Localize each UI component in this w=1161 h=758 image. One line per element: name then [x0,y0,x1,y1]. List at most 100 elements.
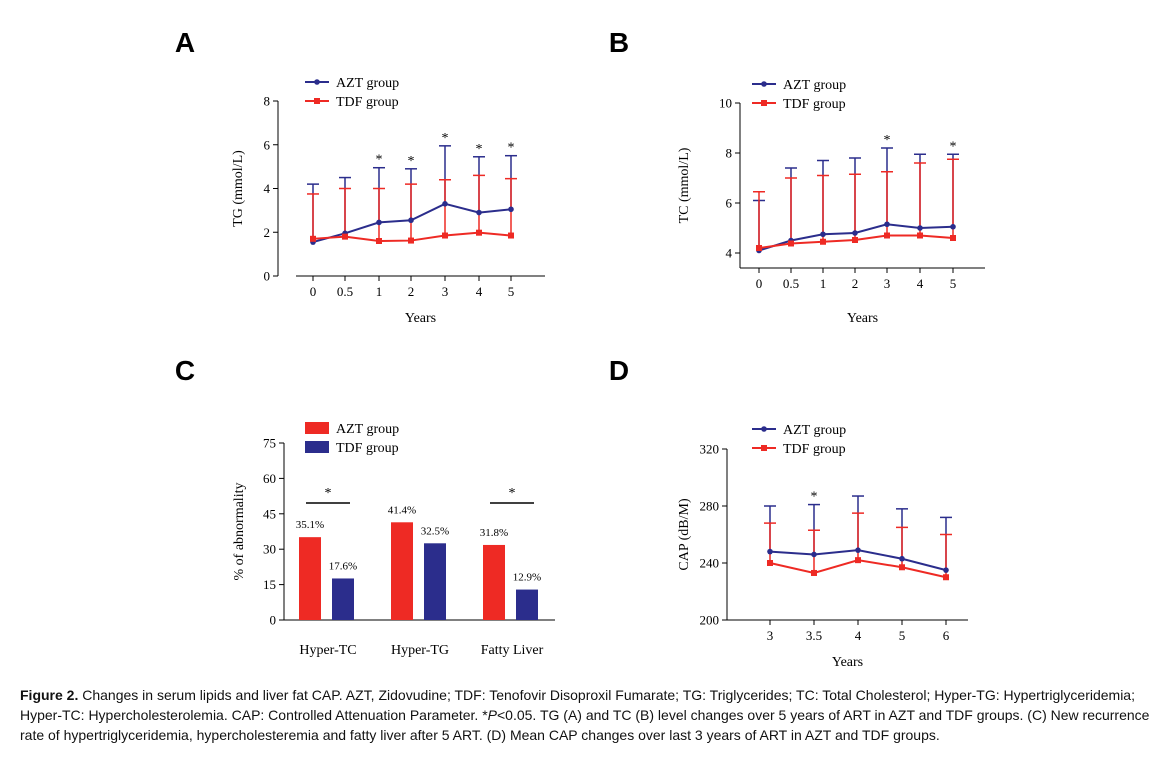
legend-marker-b-s1 [761,100,767,106]
significance-star-a: * [408,154,415,169]
x-tick-label-d: 3.5 [806,628,822,643]
y-tick-label-b: 10 [719,96,732,111]
y-tick-label-a: 6 [264,137,271,152]
legend-marker-a-s0 [314,79,320,85]
x-tick-label-a: 3 [442,284,449,299]
x-tick-label-b: 1 [820,276,827,291]
bar-c-s1 [516,589,538,620]
caption-text-2: <0.05. TG (A) and TC (B) level changes o… [20,707,1150,743]
x-tick-label-a: 1 [376,284,383,299]
data-point-b-s1 [820,238,826,245]
data-point-a-s1 [342,233,348,240]
bar-c-s0 [299,537,321,620]
y-tick-label-a: 8 [264,94,271,109]
legend-swatch-c-s1 [305,441,329,453]
data-point-a-s0 [408,217,414,224]
legend-label-d-s0: AZT group [783,423,846,438]
data-point-a-s1 [408,237,414,244]
data-point-d-s0 [943,567,949,573]
y-axis-title-a: TG (mmol/L) [231,150,246,227]
legend-label-a-s0: AZT group [336,76,399,91]
data-point-d-s1 [811,569,817,576]
y-tick-label-d: 320 [700,442,720,457]
x-tick-label-c: Fatty Liver [481,643,544,658]
bar-c-s0 [391,522,413,620]
legend-marker-d-s0 [761,426,767,432]
legend-swatch-c-s0 [305,422,329,434]
y-tick-label-a: 0 [264,269,271,284]
x-tick-label-b: 0.5 [783,276,799,291]
significance-star-b: * [950,139,957,154]
caption-label: Figure 2. [20,687,79,703]
data-point-a-s0 [476,209,482,216]
legend-label-c-s1: TDF group [336,441,399,456]
significance-star-c: * [325,486,332,501]
x-tick-label-d: 3 [767,628,774,643]
data-point-d-s1 [943,574,949,581]
x-tick-label-d: 5 [899,628,906,643]
x-tick-label-b: 5 [950,276,957,291]
data-point-b-s1 [788,240,794,247]
data-point-b-s1 [852,237,858,243]
x-tick-label-b: 4 [917,276,924,291]
data-point-a-s0 [376,219,382,226]
data-label-c-s0: 31.8% [480,527,508,539]
data-label-c-s0: 35.1% [296,519,324,531]
significance-star-a: * [476,142,483,157]
data-point-b-s0 [820,231,826,238]
data-point-a-s1 [310,235,316,242]
data-point-b-s1 [756,245,762,251]
data-label-c-s1: 17.6% [329,560,357,572]
data-point-a-s1 [508,232,514,239]
legend-marker-d-s1 [761,445,767,451]
x-tick-label-d: 6 [943,628,950,643]
panel-b: B 4 6 8 10 0 0.5 1 2 3 4 5 Years TC (mmol/L) * * AZT gro… [609,27,985,326]
legend-label-b-s0: AZT group [783,78,846,93]
y-tick-label-c: 15 [263,577,276,592]
caption-text-1: Changes in serum lipids and liver fat CA… [20,687,1135,723]
y-tick-label-b: 8 [726,146,733,161]
y-tick-label-c: 30 [263,542,276,557]
x-tick-label-b: 3 [884,276,891,291]
bar-c-s0 [483,544,505,620]
significance-star-b: * [884,133,891,148]
bar-c-s1 [424,543,446,620]
data-point-b-s0 [852,230,858,236]
significance-star-c: * [509,486,516,501]
y-axis-title-b: TC (mmol/L) [677,147,692,223]
panel-a: A 0 2 4 6 8 0 0.5 1 2 3 4 5 Years TG (mmol/L) * * * * * AZT … [175,27,545,326]
legend-label-a-s1: TDF group [336,95,399,110]
significance-star-a: * [508,141,515,156]
figure-caption: Figure 2. Changes in serum lipids and li… [20,685,1150,745]
data-label-c-s0: 41.4% [388,504,416,516]
data-point-d-s0 [899,555,905,562]
panel-label-d: D [609,355,629,386]
y-tick-label-c: 45 [263,506,276,521]
panel-label-b: B [609,27,629,58]
x-tick-label-a: 2 [408,284,415,299]
y-tick-label-b: 6 [726,196,733,211]
x-tick-label-a: 5 [508,284,515,299]
data-point-d-s1 [855,557,861,564]
x-axis-title-b: Years [847,311,878,326]
x-tick-label-c: Hyper-TG [391,643,449,658]
y-tick-label-c: 75 [263,436,276,451]
data-point-a-s1 [376,238,382,244]
x-tick-label-a: 4 [476,284,483,299]
legend-label-d-s1: TDF group [783,442,846,457]
data-point-b-s0 [950,223,956,230]
y-tick-label-d: 280 [700,499,720,514]
data-point-b-s0 [884,221,890,228]
panel-label-c: C [175,355,195,386]
x-tick-label-d: 4 [855,628,862,643]
significance-star-a: * [376,153,383,168]
significance-star-d: * [811,490,818,505]
data-point-d-s0 [811,551,817,558]
data-label-c-s1: 32.5% [421,525,449,537]
panel-c: C 0 15 30 45 60 75 Hyper-TC Hyper-TG Fatty Liver%… [175,355,555,658]
y-tick-label-c: 0 [270,613,277,628]
data-point-a-s1 [442,232,448,239]
y-tick-label-a: 2 [264,225,271,240]
y-tick-label-a: 4 [264,181,271,196]
panel-label-a: A [175,27,195,58]
